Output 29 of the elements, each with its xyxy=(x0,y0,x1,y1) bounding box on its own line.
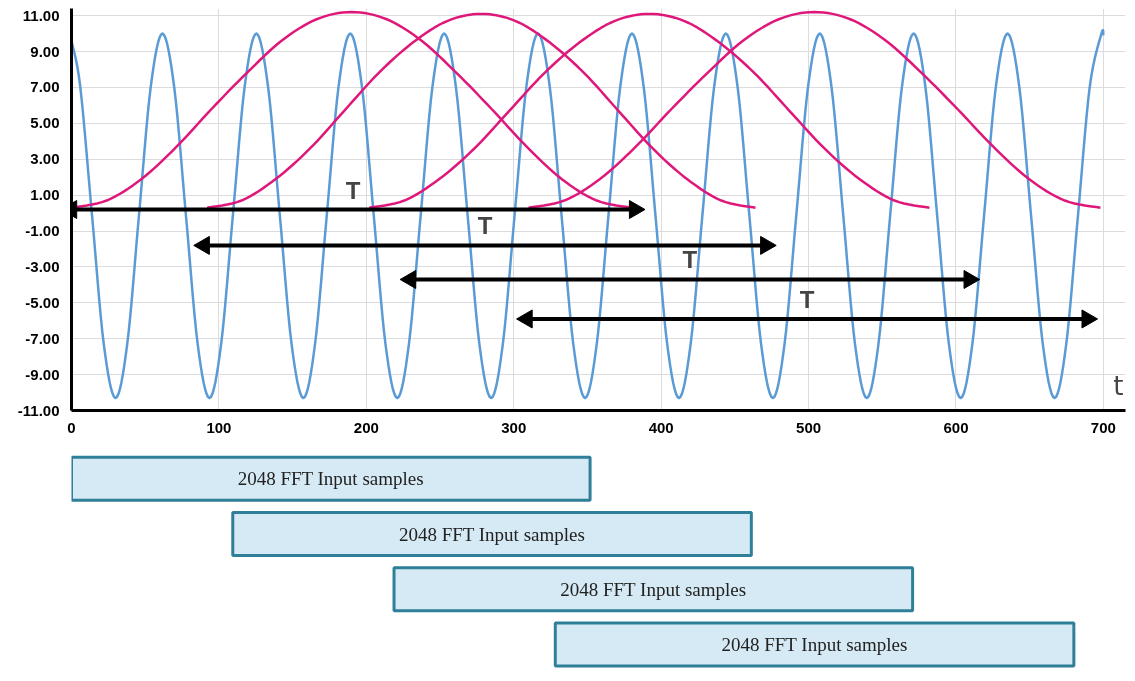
series-label: T xyxy=(345,176,361,204)
x-tick-label: 500 xyxy=(796,418,822,436)
y-tick-label: 5.00 xyxy=(30,114,60,132)
x-tick-label: 200 xyxy=(353,418,379,436)
y-tick-label: -11.00 xyxy=(17,401,60,419)
text: 2048 FFT Input samples xyxy=(560,578,747,600)
text: 2048 FFT Input samples xyxy=(398,523,585,545)
text: 2048 FFT Input samples xyxy=(237,468,424,490)
series-label: T xyxy=(799,285,815,313)
y-tick-label: 9.00 xyxy=(30,42,60,60)
y-tick-label: 11.00 xyxy=(22,6,60,24)
y-tick-label: 3.00 xyxy=(30,150,60,168)
series-label: T xyxy=(682,246,698,274)
y-tick-label: 1.00 xyxy=(30,186,60,204)
y-tick-label: -9.00 xyxy=(25,365,60,383)
x-axis-title: t xyxy=(1113,370,1124,401)
y-tick-label: -5.00 xyxy=(25,293,60,311)
series-label: T xyxy=(477,212,493,240)
x-tick-label: 400 xyxy=(648,418,674,436)
x-tick-label: 0 xyxy=(67,418,76,436)
x-tick-label: 300 xyxy=(501,418,527,436)
text: 2048 FFT Input samples xyxy=(721,633,908,655)
x-tick-label: 700 xyxy=(1090,418,1116,436)
x-tick-label: 600 xyxy=(943,418,969,436)
x-tick-label: 100 xyxy=(206,418,232,436)
y-tick-label: -7.00 xyxy=(25,329,60,347)
y-tick-label: -3.00 xyxy=(25,257,60,275)
y-tick-label: 7.00 xyxy=(30,78,60,96)
y-tick-label: -1.00 xyxy=(25,222,60,240)
